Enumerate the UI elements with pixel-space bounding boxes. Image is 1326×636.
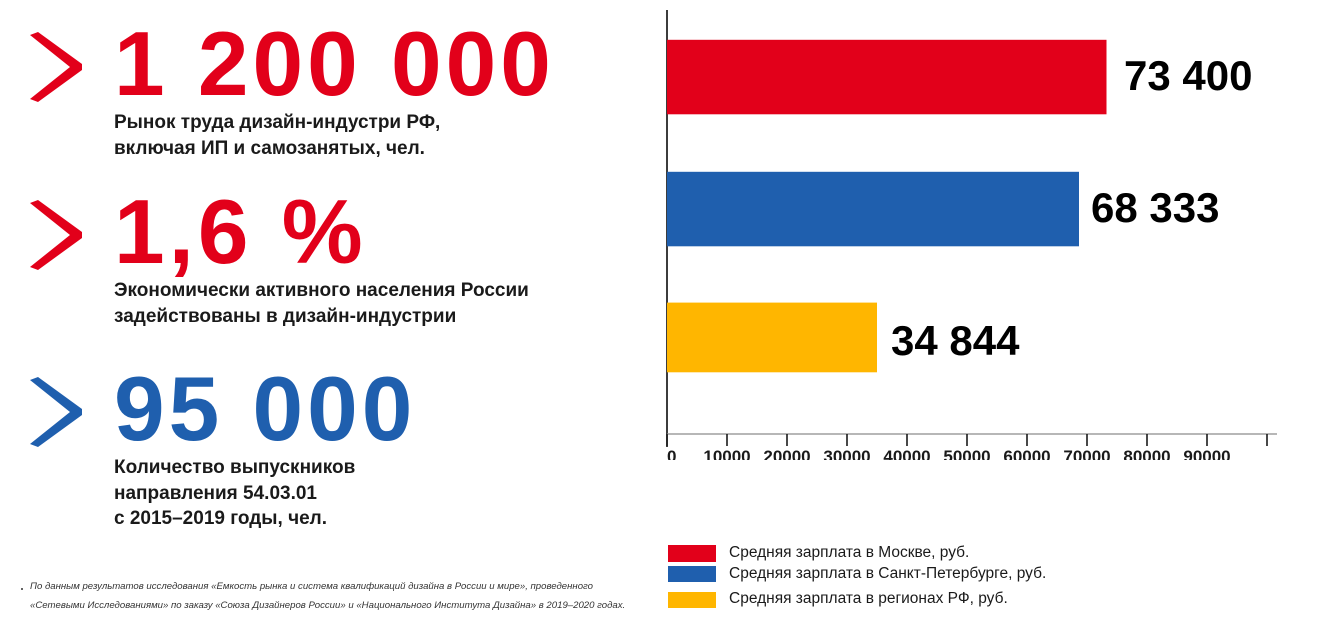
svg-text:0: 0 xyxy=(667,447,676,460)
svg-text:68 333: 68 333 xyxy=(1091,184,1219,231)
svg-text:40000: 40000 xyxy=(883,447,930,460)
svg-text:73 400: 73 400 xyxy=(1124,52,1252,99)
svg-text:70000: 70000 xyxy=(1063,447,1110,460)
svg-text:30000: 30000 xyxy=(823,447,870,460)
svg-text:20000: 20000 xyxy=(763,447,810,460)
svg-text:50000: 50000 xyxy=(943,447,990,460)
svg-text:34 844: 34 844 xyxy=(891,317,1020,364)
svg-text:80000: 80000 xyxy=(1123,447,1170,460)
svg-text:10000: 10000 xyxy=(703,447,750,460)
svg-text:90000: 90000 xyxy=(1183,447,1230,460)
svg-text:60000: 60000 xyxy=(1003,447,1050,460)
